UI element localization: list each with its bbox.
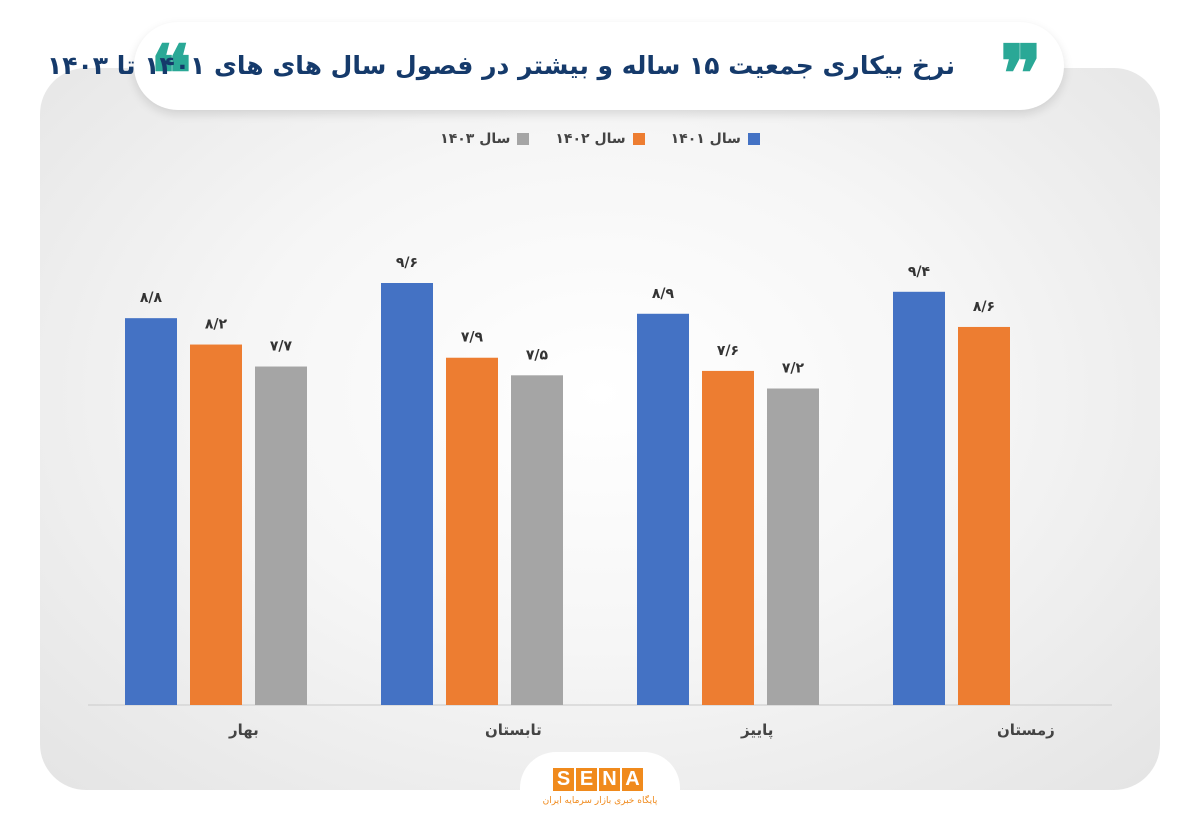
data-label: ۹/۴ (908, 264, 931, 280)
title-banner (134, 22, 1064, 110)
bar (893, 291, 945, 705)
bar (125, 318, 177, 705)
data-label: ۸/۶ (973, 299, 995, 315)
data-label: ۷/۲ (782, 361, 805, 377)
bar (637, 313, 689, 705)
data-label: ۹/۶ (396, 255, 418, 271)
bar (190, 344, 242, 705)
logo-subtitle: پایگاه خبری بازار سرمایه ایران (542, 796, 658, 806)
legend-item: سال ۱۴۰۱ (671, 131, 760, 147)
bar (767, 388, 819, 705)
legend-label: سال ۱۴۰۲ (555, 131, 626, 147)
logo-letter: S (553, 768, 574, 791)
logo-letters: S E N A (553, 768, 643, 791)
sena-logo: S E N A پایگاه خبری بازار سرمایه ایران (520, 752, 680, 818)
bar (446, 357, 498, 705)
data-label: ۷/۶ (717, 343, 739, 359)
legend-label: سال ۱۴۰۳ (440, 131, 511, 147)
data-label: ۷/۵ (526, 347, 549, 363)
x-tick-label: زمستان (997, 721, 1055, 739)
legend-label: سال ۱۴۰۱ (670, 131, 741, 147)
logo-letter: E (576, 768, 597, 791)
chart-legend: سال ۱۴۰۱ سال ۱۴۰۲ سال ۱۴۰۳ (390, 126, 810, 152)
x-tick-label: پاییز (740, 721, 773, 740)
bar (255, 366, 307, 705)
logo-letter: A (622, 768, 643, 791)
x-tick-label: تابستان (485, 721, 542, 739)
bar (958, 326, 1010, 705)
data-label: ۸/۲ (205, 317, 228, 333)
legend-swatch (632, 133, 645, 145)
logo-letter: N (599, 768, 620, 791)
legend-swatch (517, 133, 530, 145)
data-label: ۷/۷ (270, 339, 293, 355)
quote-close-icon: ❞ (1000, 29, 1042, 120)
x-tick-label: بهار (228, 721, 259, 739)
legend-item: سال ۱۴۰۲ (555, 131, 645, 147)
data-label: ۸/۸ (140, 290, 163, 306)
bar (511, 375, 563, 705)
bar (702, 370, 754, 705)
legend-swatch (747, 133, 760, 145)
legend-item: سال ۱۴۰۳ (440, 131, 530, 147)
data-label: ۷/۹ (461, 330, 484, 346)
bar (381, 283, 433, 705)
data-label: ۸/۹ (652, 286, 675, 302)
chart-title: نرخ بیکاری جمعیت ۱۵ ساله و بیشتر در فصول… (47, 51, 955, 80)
quote-open-icon: ❝ (150, 29, 192, 120)
